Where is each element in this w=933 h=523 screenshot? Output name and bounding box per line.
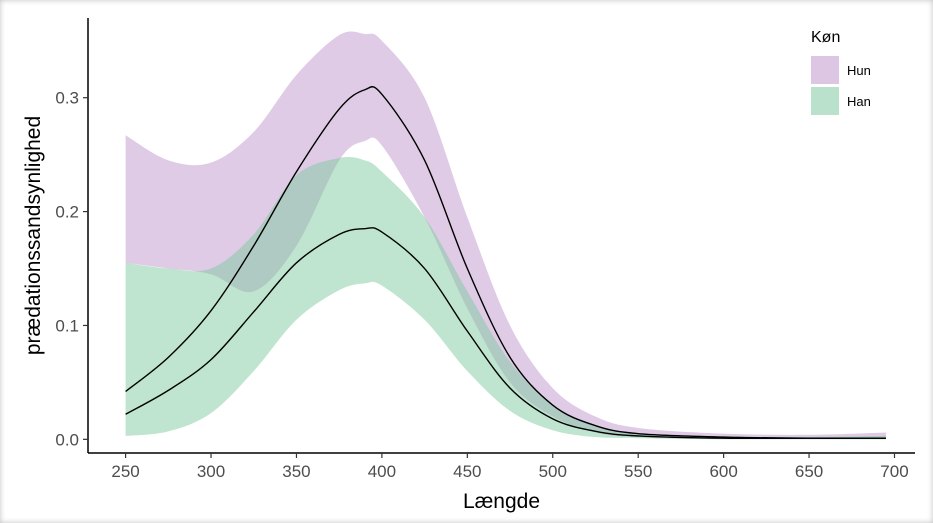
fit-line-hun [125,85,886,439]
legend-swatch-han [811,87,839,115]
x-tick-label: 300 [197,462,225,481]
x-tick-label: 550 [624,462,652,481]
x-tick-label: 250 [111,462,139,481]
y-tick-label: 0.2 [55,203,79,222]
x-tick-label: 450 [453,462,481,481]
axes-layer: 250 300 350 400 450 500 550 600 650 700 0.0 0.1 0.2 0… [22,18,915,513]
x-tick-label: 500 [539,462,567,481]
legend-label-hun: Hun [847,63,871,78]
ribbon-layer [125,31,886,440]
x-tick-label: 400 [368,462,396,481]
ribbon-hun [125,31,886,439]
fit-line-layer [125,85,886,440]
x-tick-label: 650 [795,462,823,481]
legend-title: Køn [811,29,840,46]
x-axis-title: Længde [463,490,540,513]
x-tick-label: 600 [709,462,737,481]
y-tick-label: 0.0 [55,430,79,449]
legend-swatch-hun [811,56,839,84]
legend-label-han: Han [847,94,871,109]
ribbon-han [125,157,886,440]
legend: Køn Hun Han [811,29,871,115]
y-tick-label: 0.1 [55,316,79,335]
x-tick-label: 700 [880,462,908,481]
y-axis-title: prædationssandsynlighed [22,116,45,355]
y-tick-label: 0.3 [55,89,79,108]
fit-line-han [125,227,886,440]
x-tick-label: 350 [282,462,310,481]
